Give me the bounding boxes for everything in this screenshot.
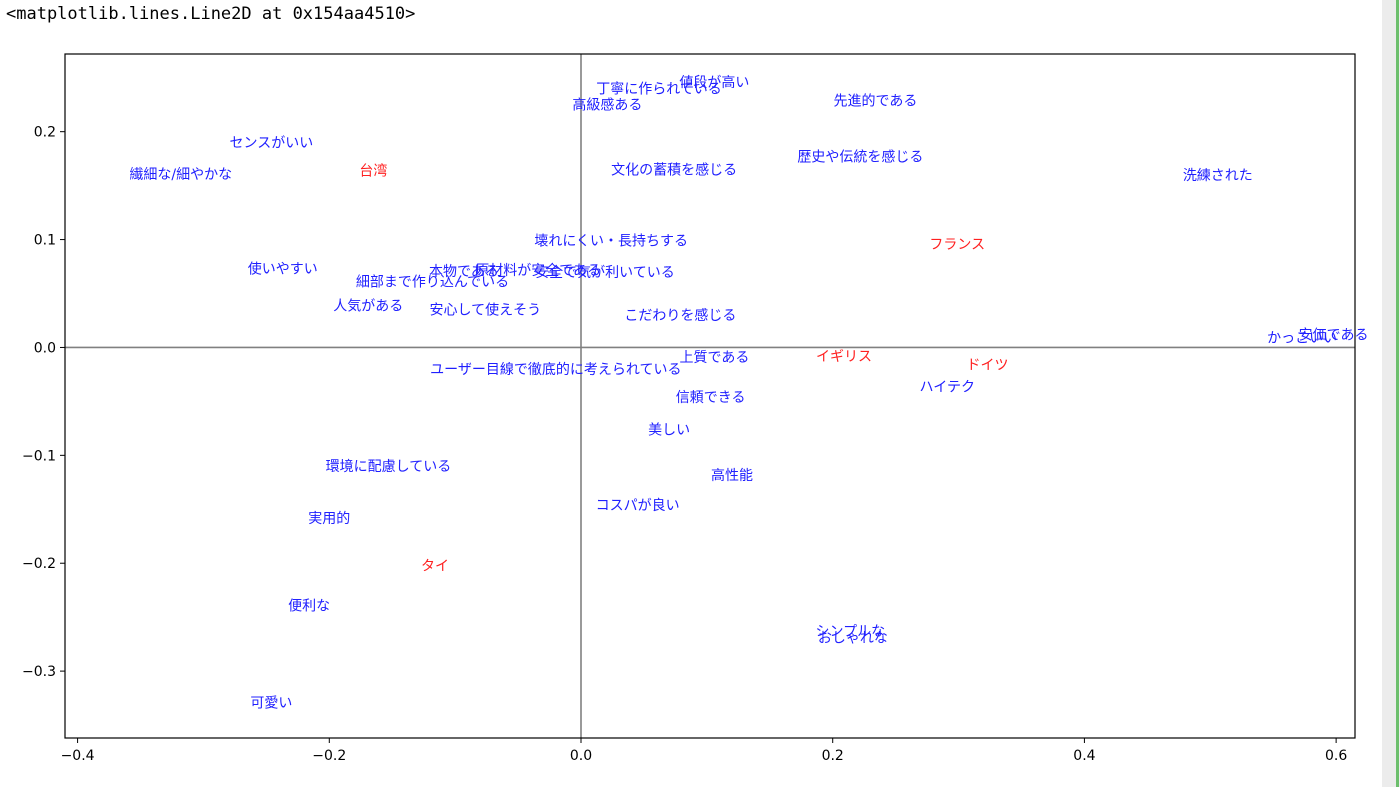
column-point-label: 安価である [1299, 328, 1369, 344]
plot-frame [64, 53, 1356, 739]
column-point-label: 値段が高い [679, 74, 749, 91]
y-tick-label: 0.2 [34, 125, 56, 141]
column-point-label: 環境に配慮している [326, 459, 452, 475]
y-tick-label: 0.1 [34, 233, 56, 249]
column-point-label: かっこいい [1267, 331, 1337, 347]
column-point-label: 丁寧に作られている [596, 81, 722, 98]
column-point-label: 歴史や伝統を感じる [797, 148, 923, 165]
column-point-label: 使いやすい [248, 261, 318, 278]
column-point-label: 安心して使えそう [430, 302, 542, 319]
y-tick-label: 0.0 [34, 340, 56, 356]
column-point-label: 本物である [429, 264, 499, 280]
x-tick-label: 0.2 [822, 748, 844, 764]
cell-status-line [1396, 0, 1399, 787]
column-point-label: 高級感ある [572, 97, 642, 114]
x-tick-label: −0.2 [312, 748, 346, 764]
column-point-label: こだわりを感じる [624, 307, 736, 324]
column-point-label: 実用的 [308, 511, 350, 527]
x-tick-label: 0.4 [1073, 748, 1095, 764]
column-point-label: シンプルな [816, 624, 886, 640]
column-point-label: 可愛い [250, 695, 292, 711]
column-point-label: 繊細な/細やかな [129, 167, 232, 183]
column-point-label: 美しい [648, 422, 690, 438]
column-point-label: 洗練された [1183, 168, 1253, 184]
column-point-label: コスパが良い [596, 498, 680, 514]
column-point-label: 高性能 [711, 467, 753, 484]
column-point-label: ユーザー目線で徹底的に考えられている [430, 362, 681, 378]
column-point-label: 信頼できる [676, 390, 746, 406]
column-point-label: 文化の蓄積を感じる [611, 161, 737, 178]
notebook-scrollbar[interactable] [1382, 0, 1400, 787]
column-point-label: 細部まで作り込んでいる [356, 275, 509, 291]
column-point-label: 便利な [288, 598, 330, 614]
column-point-label: ハイテク [920, 379, 975, 395]
row-point-label: タイ [421, 558, 449, 574]
x-tick-label: −0.4 [61, 748, 95, 764]
column-point-label: おしゃれな [818, 631, 888, 647]
row-point-label: イギリス [816, 349, 872, 365]
y-tick-label: −0.3 [22, 664, 56, 680]
cell-output-text: <matplotlib.lines.Line2D at 0x154aa4510> [6, 4, 416, 24]
column-point-label: 壊れにくい・長持ちする [534, 234, 688, 250]
row-point-label: フランス [929, 237, 985, 253]
row-point-label: 台湾 [359, 163, 387, 180]
y-tick-label: −0.2 [22, 556, 56, 572]
row-point-label: ドイツ [967, 358, 1009, 374]
x-tick-label: 0.0 [570, 748, 592, 764]
column-point-label: 原材料が安全である [475, 262, 601, 279]
y-tick-label: −0.1 [22, 448, 56, 464]
column-point-label: 安全で気が利いている [535, 264, 675, 281]
column-point-label: 先進的である [834, 93, 918, 109]
column-point-label: 人気がある [333, 298, 403, 314]
x-tick-label: 0.6 [1325, 748, 1347, 764]
column-point-label: センスがいい [230, 135, 314, 151]
column-point-label: 上質である [679, 350, 749, 366]
